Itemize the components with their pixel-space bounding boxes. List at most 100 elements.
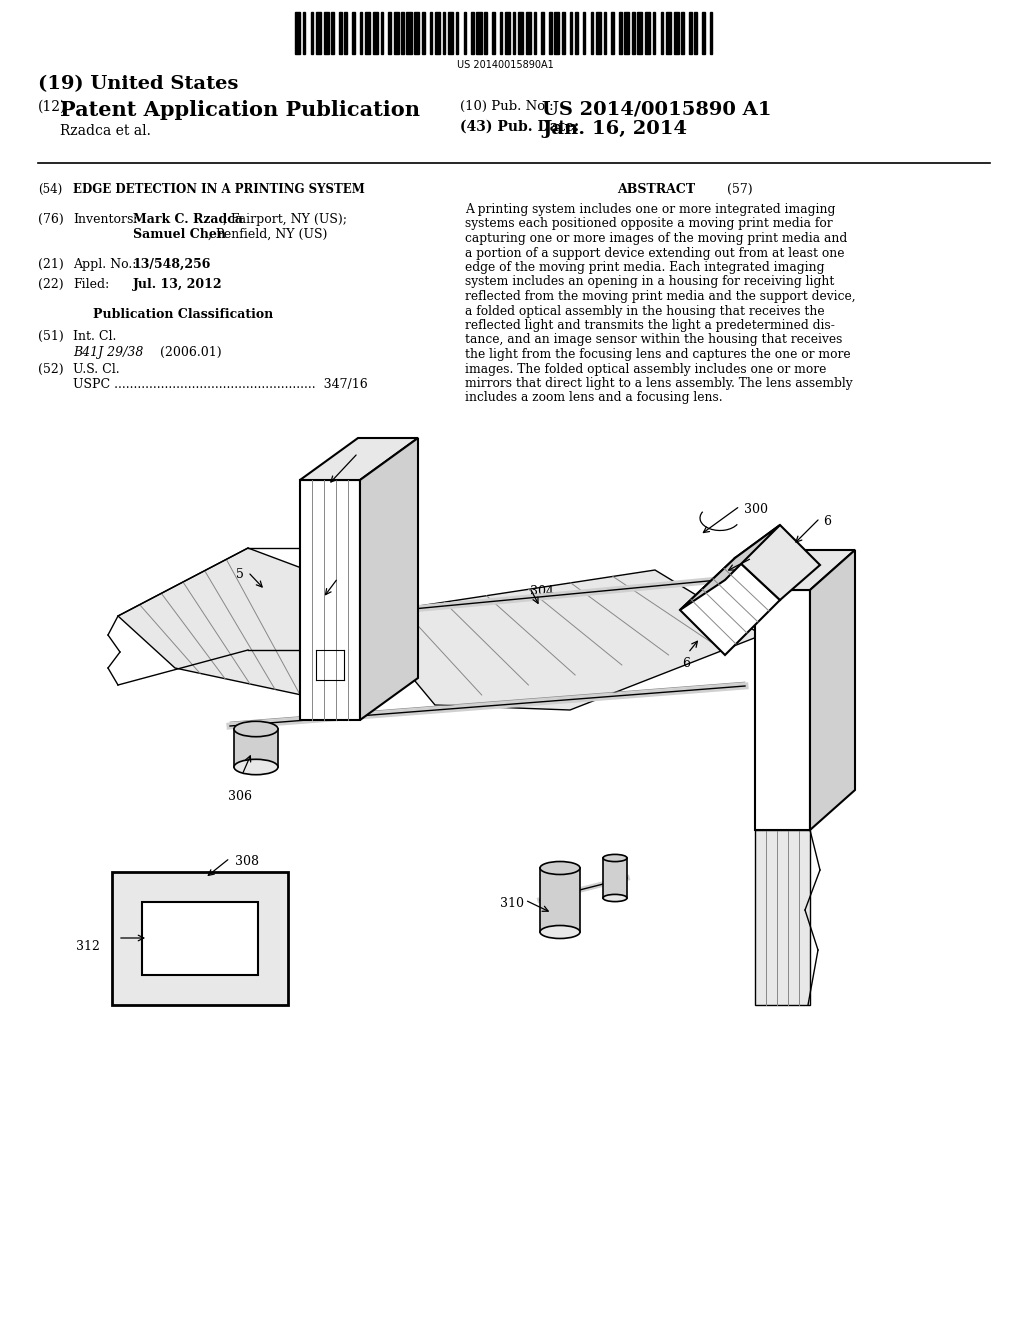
- Bar: [344, 12, 347, 54]
- Text: (10) Pub. No.:: (10) Pub. No.:: [460, 100, 554, 114]
- Text: EDGE DETECTION IN A PRINTING SYSTEM: EDGE DETECTION IN A PRINTING SYSTEM: [73, 183, 365, 195]
- Bar: [471, 12, 474, 54]
- Bar: [500, 12, 503, 54]
- Text: Jul. 13, 2012: Jul. 13, 2012: [133, 279, 222, 290]
- Text: (19) United States: (19) United States: [38, 75, 239, 92]
- Bar: [407, 12, 412, 54]
- Polygon shape: [234, 729, 278, 767]
- Text: 5: 5: [237, 568, 244, 581]
- Polygon shape: [603, 858, 627, 898]
- Bar: [324, 12, 329, 54]
- Bar: [393, 12, 398, 54]
- Ellipse shape: [603, 854, 627, 862]
- Bar: [645, 12, 650, 54]
- Bar: [447, 12, 454, 54]
- Bar: [518, 12, 523, 54]
- Text: systems each positioned opposite a moving print media for: systems each positioned opposite a movin…: [465, 218, 833, 231]
- Text: US 20140015890A1: US 20140015890A1: [457, 59, 553, 70]
- Bar: [549, 12, 552, 54]
- Bar: [603, 12, 606, 54]
- Bar: [456, 12, 459, 54]
- Bar: [689, 12, 691, 54]
- Text: Inventors:: Inventors:: [73, 213, 137, 226]
- Polygon shape: [755, 830, 810, 1005]
- Bar: [295, 12, 300, 54]
- Text: (51): (51): [38, 330, 63, 343]
- Bar: [513, 12, 515, 54]
- Text: edge of the moving print media. Each integrated imaging: edge of the moving print media. Each int…: [465, 261, 824, 275]
- Ellipse shape: [234, 759, 278, 775]
- Text: 304: 304: [530, 585, 554, 598]
- Polygon shape: [300, 480, 360, 719]
- Polygon shape: [755, 590, 810, 830]
- Text: (21): (21): [38, 257, 63, 271]
- Text: includes a zoom lens and a focusing lens.: includes a zoom lens and a focusing lens…: [465, 392, 723, 404]
- Text: 302: 302: [362, 450, 386, 463]
- Bar: [388, 12, 391, 54]
- Bar: [694, 12, 697, 54]
- Text: B41J 29/38: B41J 29/38: [73, 346, 143, 359]
- Text: 13/548,256: 13/548,256: [133, 257, 211, 271]
- Polygon shape: [112, 873, 288, 1005]
- Bar: [583, 12, 586, 54]
- Bar: [554, 12, 559, 54]
- Text: reflected from the moving print media and the support device,: reflected from the moving print media an…: [465, 290, 856, 304]
- Polygon shape: [680, 525, 780, 610]
- Bar: [575, 12, 578, 54]
- Bar: [484, 12, 486, 54]
- Text: 306: 306: [228, 789, 252, 803]
- Ellipse shape: [540, 925, 580, 939]
- Polygon shape: [360, 438, 418, 719]
- Bar: [435, 12, 440, 54]
- Text: (22): (22): [38, 279, 63, 290]
- Bar: [562, 12, 564, 54]
- Bar: [415, 12, 420, 54]
- Polygon shape: [142, 902, 258, 975]
- Text: a portion of a support device extending out from at least one: a portion of a support device extending …: [465, 247, 845, 260]
- Text: Samuel Chen: Samuel Chen: [133, 228, 226, 242]
- Bar: [303, 12, 305, 54]
- Polygon shape: [540, 869, 580, 932]
- Text: mirrors that direct light to a lens assembly. The lens assembly: mirrors that direct light to a lens asse…: [465, 378, 853, 389]
- Text: , Penfield, NY (US): , Penfield, NY (US): [208, 228, 328, 242]
- Polygon shape: [300, 438, 418, 480]
- Bar: [315, 12, 321, 54]
- Text: Rzadca et al.: Rzadca et al.: [60, 124, 151, 139]
- Text: Mark C. Rzadca: Mark C. Rzadca: [133, 213, 243, 226]
- Text: 312: 312: [76, 940, 100, 953]
- Bar: [542, 12, 544, 54]
- Text: reflected light and transmits the light a predetermined dis-: reflected light and transmits the light …: [465, 319, 835, 333]
- Text: , Fairport, NY (US);: , Fairport, NY (US);: [223, 213, 347, 226]
- Bar: [652, 12, 655, 54]
- Bar: [373, 12, 378, 54]
- Text: 310: 310: [500, 898, 524, 909]
- Bar: [365, 12, 371, 54]
- Polygon shape: [360, 570, 762, 710]
- Text: images. The folded optical assembly includes one or more: images. The folded optical assembly incl…: [465, 363, 826, 375]
- Ellipse shape: [603, 895, 627, 902]
- Text: Publication Classification: Publication Classification: [93, 308, 273, 321]
- Bar: [476, 12, 481, 54]
- Text: Filed:: Filed:: [73, 279, 110, 290]
- Text: (12): (12): [38, 100, 67, 114]
- Text: (54): (54): [38, 183, 62, 195]
- Bar: [352, 12, 354, 54]
- Ellipse shape: [540, 862, 580, 874]
- Bar: [637, 12, 642, 54]
- Text: the light from the focusing lens and captures the one or more: the light from the focusing lens and cap…: [465, 348, 851, 360]
- Bar: [625, 12, 630, 54]
- Text: (2006.01): (2006.01): [160, 346, 221, 359]
- Bar: [310, 12, 313, 54]
- Bar: [632, 12, 635, 54]
- Bar: [620, 12, 622, 54]
- Bar: [401, 12, 403, 54]
- Text: ABSTRACT: ABSTRACT: [617, 183, 695, 195]
- Text: (76): (76): [38, 213, 63, 226]
- Bar: [332, 12, 334, 54]
- Bar: [339, 12, 342, 54]
- Bar: [569, 12, 572, 54]
- Text: 308: 308: [234, 855, 259, 869]
- Text: (43) Pub. Date:: (43) Pub. Date:: [460, 120, 580, 135]
- Text: US 2014/0015890 A1: US 2014/0015890 A1: [542, 100, 771, 117]
- Bar: [702, 12, 705, 54]
